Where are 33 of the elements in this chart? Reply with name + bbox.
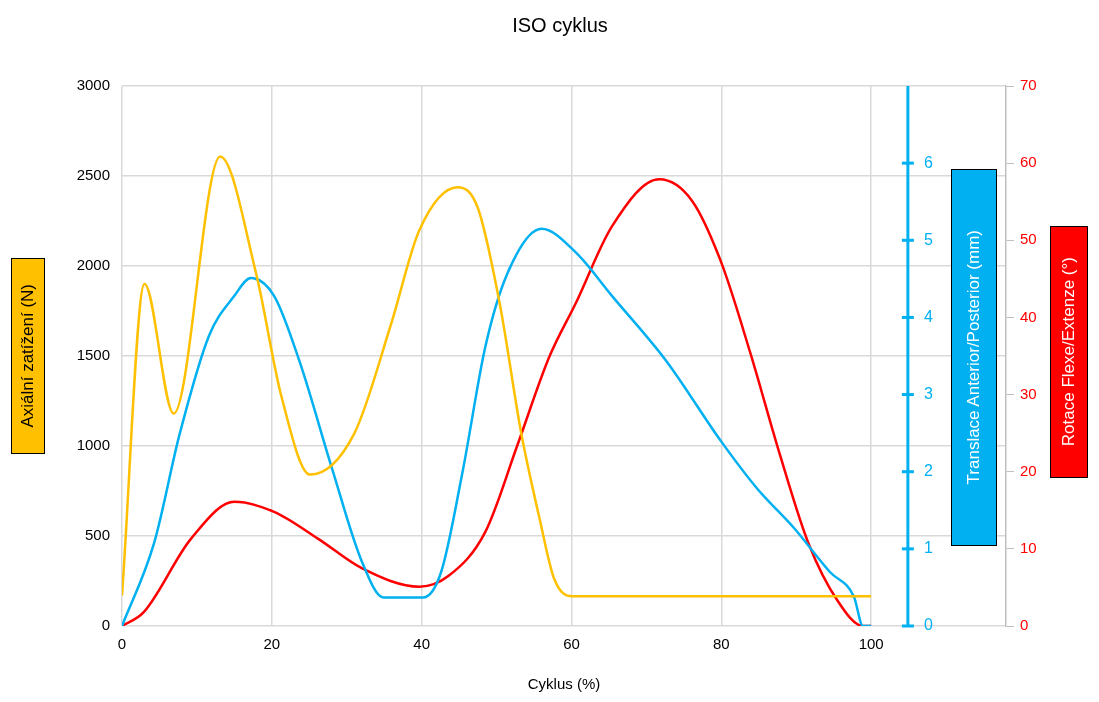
y2-tick-label: 1 (923, 539, 933, 557)
y3-tick-label: 10 (1020, 539, 1037, 556)
y-tick-label: 0 (101, 616, 110, 634)
x-tick-label: 40 (413, 635, 430, 653)
x-tick-label: 80 (712, 635, 730, 653)
y-axis-title: Axiální zatížení (N) (18, 284, 38, 428)
y2-tick-label: 6 (923, 153, 933, 171)
y2-tick-label: 0 (923, 616, 933, 634)
y-tick-label: 2500 (76, 166, 110, 184)
y-tick-label: 1500 (76, 346, 110, 364)
y3-axis-title: Rotace Flexe/Extenze (°) (1059, 257, 1079, 447)
y3-tick-label: 70 (1020, 76, 1037, 94)
y3-tick-label: 60 (1020, 153, 1037, 171)
y3-tick-label: 30 (1020, 384, 1037, 402)
y-tick-label: 1000 (76, 436, 110, 454)
x-tick-label: 20 (263, 635, 281, 653)
y2-tick-label: 3 (923, 384, 933, 402)
y2-tick-label: 5 (923, 230, 933, 248)
y-tick-label: 500 (84, 526, 110, 544)
y3-tick-label: 0 (1020, 616, 1029, 634)
y2-axis-title: Translace Anterior/Posterior (mm) (964, 230, 984, 485)
y3-tick-label: 50 (1020, 230, 1037, 248)
x-tick-label: 100 (858, 635, 884, 653)
y-tick-label: 3000 (76, 76, 110, 94)
y3-tick-label: 20 (1020, 461, 1037, 479)
x-axis-title: Cyklus (%) (527, 675, 601, 693)
chart-title: ISO cyklus (512, 13, 608, 36)
y-tick-label: 2000 (76, 256, 110, 274)
y3-tick-label: 40 (1020, 307, 1037, 325)
y2-tick-label: 4 (923, 307, 933, 325)
x-tick-label: 60 (563, 635, 580, 653)
x-tick-label: 0 (117, 635, 127, 653)
y2-tick-label: 2 (923, 462, 933, 480)
